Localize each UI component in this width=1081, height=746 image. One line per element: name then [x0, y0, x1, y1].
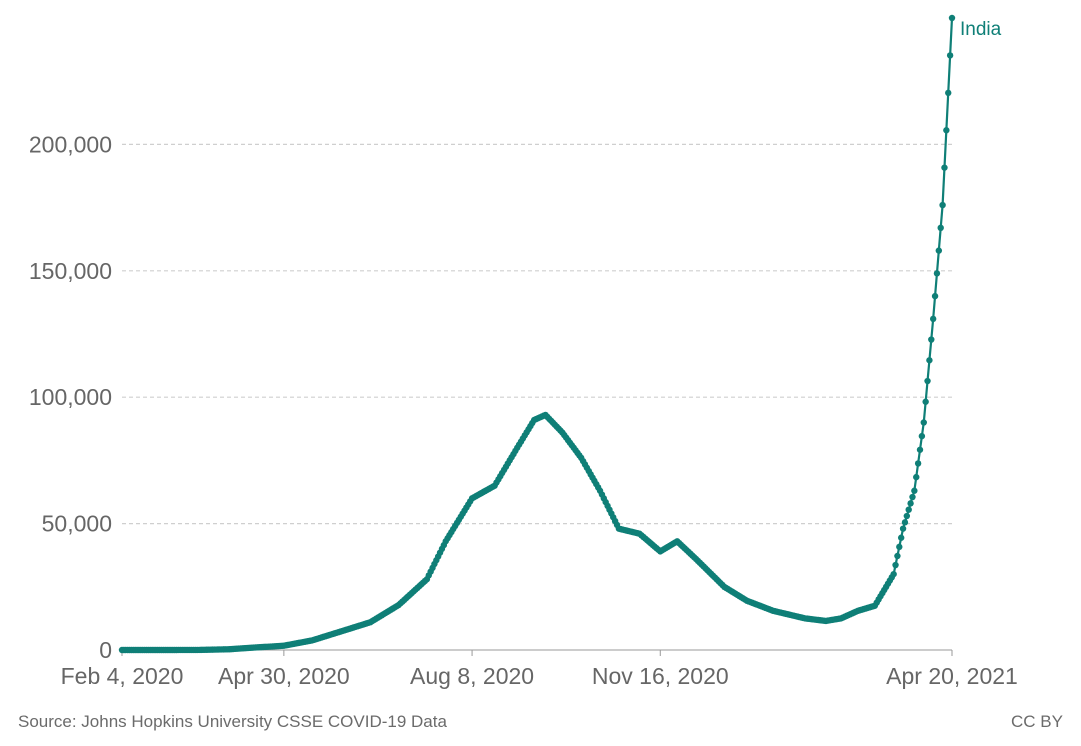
data-point: [926, 357, 933, 364]
data-point: [892, 561, 899, 569]
data-point: [907, 500, 914, 507]
source-note[interactable]: Source: Johns Hopkins University CSSE CO…: [18, 712, 447, 731]
data-point: [931, 292, 939, 300]
data-point: [935, 247, 943, 254]
series-line: [122, 17, 954, 652]
data-point: [939, 201, 946, 209]
data-point: [933, 270, 941, 277]
data-point: [890, 570, 897, 578]
data-point: [916, 446, 924, 453]
series-label: India: [960, 19, 1002, 40]
license-link[interactable]: CC BY: [1011, 712, 1063, 731]
data-point: [920, 419, 927, 426]
data-point: [913, 473, 920, 481]
data-point: [894, 552, 901, 560]
data-point: [946, 52, 954, 59]
data-point: [903, 512, 911, 520]
data-point: [911, 487, 918, 494]
data-point: [948, 14, 956, 22]
x-tick-label: Apr 30, 2020: [218, 663, 350, 689]
data-point: [909, 493, 916, 501]
data-point: [918, 432, 926, 440]
data-point: [929, 315, 937, 323]
data-point: [901, 519, 909, 526]
y-tick-label: 100,000: [29, 384, 112, 410]
data-point: [924, 377, 931, 385]
x-tick-label: Apr 20, 2021: [886, 663, 1018, 689]
data-point: [928, 336, 935, 343]
data-point: [896, 543, 903, 551]
y-tick-label: 200,000: [29, 131, 112, 157]
x-tick-label: Nov 16, 2020: [592, 663, 729, 689]
y-tick-label: 50,000: [42, 511, 112, 537]
data-point: [897, 534, 905, 541]
data-point: [941, 164, 948, 171]
data-point: [914, 460, 922, 467]
data-point: [899, 525, 907, 532]
x-tick-label: Feb 4, 2020: [61, 663, 184, 689]
data-point: [937, 224, 944, 232]
x-tick-label: Aug 8, 2020: [410, 663, 534, 689]
data-point: [905, 506, 912, 513]
y-tick-label: 150,000: [29, 258, 112, 284]
data-point: [943, 127, 950, 134]
data-point: [922, 398, 929, 405]
data-point: [945, 89, 952, 97]
y-tick-label: 0: [99, 637, 112, 663]
chart-footer: Source: Johns Hopkins University CSSE CO…: [18, 712, 1063, 732]
